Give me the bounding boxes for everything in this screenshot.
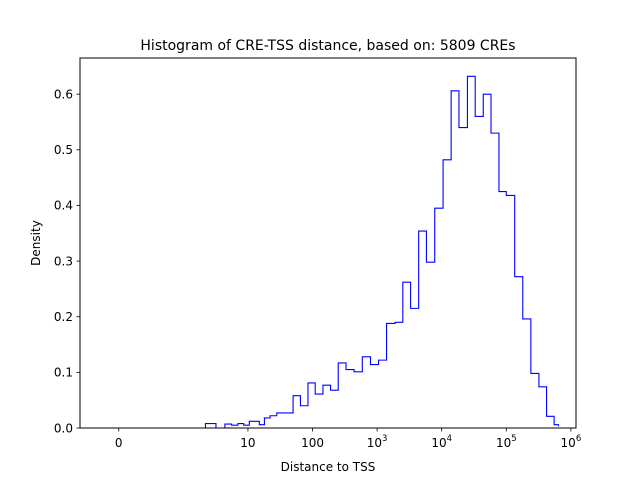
x-tick-label: 100 (301, 436, 324, 450)
y-axis-label: Density (29, 220, 43, 266)
y-tick-label: 0.2 (54, 310, 73, 324)
x-tick-label: 103 (367, 434, 388, 450)
histogram-step-line (118, 75, 559, 429)
y-tick-label: 0.4 (54, 199, 73, 213)
x-tick-label: 0 (115, 436, 123, 450)
y-tick-label: 0.1 (54, 366, 73, 380)
plot-frame (79, 57, 577, 429)
y-tick-label: 0.0 (54, 421, 73, 435)
x-axis-ticks: 0 10 100 103 104 105 106 (115, 428, 581, 450)
x-tick-label: 104 (431, 434, 452, 450)
x-tick-label: 106 (561, 434, 582, 450)
y-tick-label: 0.3 (54, 254, 73, 268)
chart-title: Histogram of CRE-TSS distance, based on:… (140, 38, 515, 54)
y-axis-ticks: 0.0 0.1 0.2 0.3 0.4 0.5 0.6 (54, 87, 80, 435)
y-tick-label: 0.6 (54, 87, 73, 101)
x-tick-label: 105 (496, 434, 517, 450)
y-tick-label: 0.5 (54, 143, 73, 157)
x-tick-label: 10 (240, 436, 255, 450)
x-axis-label: Distance to TSS (281, 460, 376, 474)
